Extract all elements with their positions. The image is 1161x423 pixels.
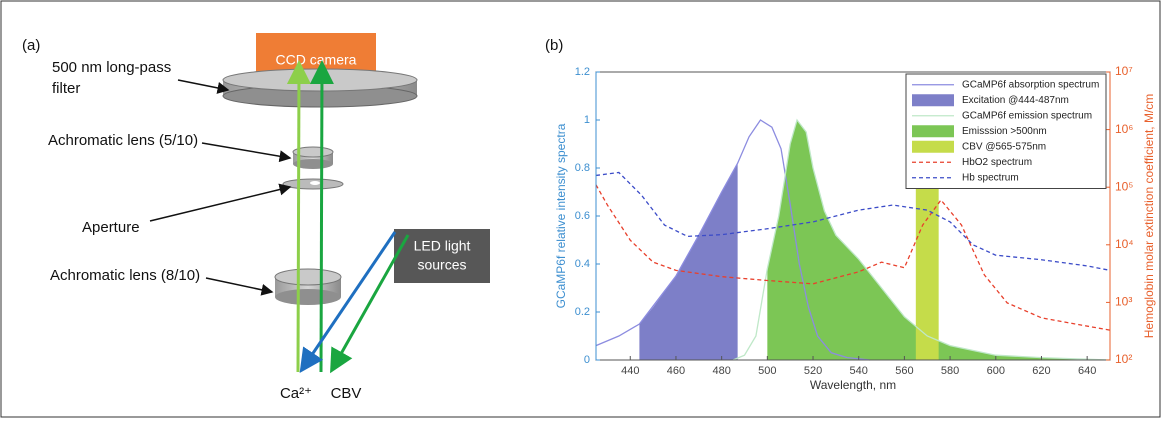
beam-label: Ca²⁺ [280, 385, 312, 402]
lens [275, 289, 341, 305]
legend-label: GCaMP6f emission spectrum [962, 110, 1092, 121]
legend-swatch [912, 141, 954, 153]
beam [298, 66, 299, 372]
aperture-label: Aperture [82, 219, 140, 236]
y2-tick-label: 10⁵ [1115, 179, 1133, 193]
pointer [206, 278, 272, 292]
beam [321, 66, 322, 372]
x-tick-label: 440 [621, 365, 639, 377]
y2-tick-label: 10⁴ [1115, 237, 1134, 251]
x-tick-label: 640 [1078, 365, 1096, 377]
legend-swatch [912, 94, 954, 106]
legend-label: Hb spectrum [962, 172, 1019, 183]
aperture-hole [310, 181, 320, 185]
legend-label: GCaMP6f absorption spectrum [962, 79, 1099, 90]
y2-tick-label: 10³ [1115, 295, 1132, 309]
led-label: sources [417, 257, 466, 273]
legend-label: Emisssion >500nm [962, 126, 1047, 137]
y2-tick-label: 10² [1115, 352, 1132, 366]
y-tick-label: 1 [584, 114, 590, 126]
legend-label: CBV @565-575nm [962, 141, 1046, 152]
pointer [178, 80, 228, 90]
x-tick-label: 480 [712, 365, 730, 377]
x-tick-label: 540 [850, 365, 868, 377]
spectra-chart: (b) 440 460 480 500 520 540 560 580 600 620 640 0 0.… [545, 37, 1156, 392]
pointer [202, 143, 290, 158]
setup-diagram: (a) CCD camera LED light sources 500 nm … [22, 33, 490, 402]
y-tick-label: 0.6 [575, 210, 590, 222]
legend-label: HbO2 spectrum [962, 157, 1032, 168]
y-tick-label: 1.2 [575, 66, 590, 78]
beam [333, 235, 408, 368]
lens-label: Achromatic lens (5/10) [48, 132, 198, 149]
lens-label: Achromatic lens (8/10) [50, 267, 200, 284]
area [916, 187, 939, 360]
x-tick-label: 460 [667, 365, 685, 377]
filter-label: filter [52, 80, 80, 97]
x-tick-label: 600 [987, 365, 1005, 377]
y-tick-label: 0 [584, 354, 590, 366]
y-tick-label: 0.4 [575, 258, 590, 270]
y-axis-title: GCaMP6f relative intensity spectra [554, 123, 568, 308]
filter-label: 500 nm long-pass [52, 59, 171, 76]
y-tick-label: 0.8 [575, 162, 590, 174]
panel-label: (b) [545, 37, 563, 54]
x-tick-label: 520 [804, 365, 822, 377]
y-tick-label: 0.2 [575, 306, 590, 318]
lens [275, 269, 341, 285]
pointer [150, 187, 290, 221]
x-tick-label: 580 [941, 365, 959, 377]
beam-label: CBV [331, 385, 362, 402]
x-axis-title: Wavelength, nm [810, 378, 896, 392]
x-tick-label: 620 [1032, 365, 1050, 377]
filter [223, 69, 417, 91]
y2-axis-title: Hemoglobin molar extinction coefficient,… [1142, 94, 1156, 339]
x-tick-label: 560 [895, 365, 913, 377]
legend-swatch [912, 125, 954, 137]
y2-tick-label: 10⁶ [1115, 122, 1133, 136]
area [639, 163, 737, 360]
figure: (a) CCD camera LED light sources 500 nm … [0, 0, 1161, 418]
legend-label: Excitation @444-487nm [962, 95, 1069, 106]
led-label: LED light [414, 238, 471, 254]
x-tick-label: 500 [758, 365, 776, 377]
camera-label: CCD camera [276, 52, 357, 68]
panel-label: (a) [22, 37, 40, 54]
y2-tick-label: 10⁷ [1115, 64, 1133, 78]
